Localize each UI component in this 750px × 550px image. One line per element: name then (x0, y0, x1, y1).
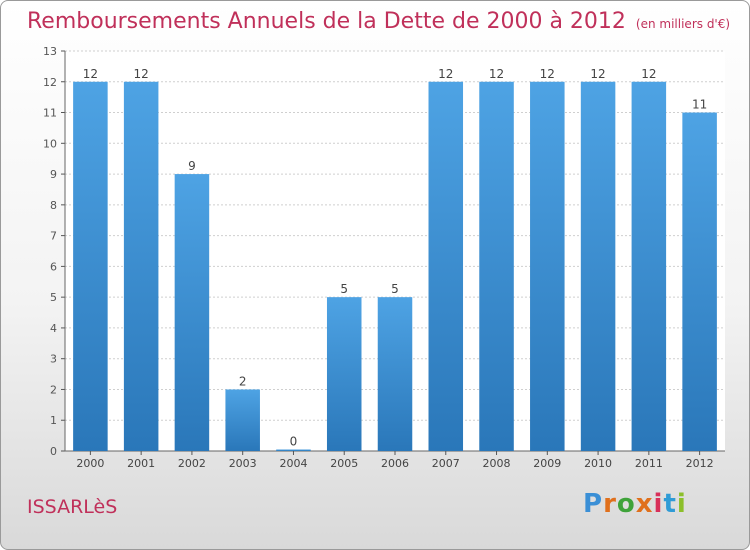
y-tick-label: 0 (50, 445, 57, 458)
x-tick-label: 2006 (381, 457, 409, 470)
proxiti-logo: Proxiti (583, 489, 687, 519)
data-label: 2 (239, 374, 247, 388)
data-label: 0 (290, 435, 298, 449)
chart-unit: (en milliers d'€) (635, 17, 731, 31)
commune-name: ISSARLèS (27, 496, 118, 518)
y-tick-label: 5 (50, 291, 57, 304)
y-tick-label: 3 (50, 353, 57, 366)
y-tick-label: 11 (43, 107, 57, 120)
bar (682, 112, 717, 452)
x-tick-label: 2011 (635, 457, 663, 470)
x-tick-label: 2007 (432, 457, 460, 470)
bar (326, 297, 362, 451)
bar (631, 81, 667, 452)
bar (479, 81, 514, 452)
x-tick-label: 2010 (584, 457, 612, 470)
y-tick-label: 8 (50, 199, 57, 212)
y-tick-label: 4 (50, 322, 57, 335)
logo-letter: i (676, 489, 687, 519)
y-tick-label: 6 (50, 260, 57, 273)
y-tick-label: 10 (43, 137, 57, 150)
bar (530, 81, 565, 452)
x-tick-label: 2003 (229, 457, 257, 470)
x-tick-label: 2000 (76, 457, 104, 470)
bar (428, 81, 464, 452)
x-tick-label: 2002 (178, 457, 206, 470)
bar (73, 81, 108, 452)
data-label: 12 (83, 67, 98, 81)
bar (276, 449, 311, 451)
bar (580, 81, 616, 452)
data-label: 12 (134, 67, 149, 81)
logo-letter: P (583, 489, 604, 519)
x-tick-label: 2004 (279, 457, 307, 470)
x-tick-label: 2005 (330, 457, 358, 470)
bar (225, 389, 260, 451)
data-label: 5 (340, 282, 348, 296)
bar (377, 297, 413, 451)
logo-letter: r (603, 489, 617, 519)
x-tick-label: 2009 (533, 457, 561, 470)
x-tick-label: 2001 (127, 457, 155, 470)
chart-title: Remboursements Annuels de la Dette de 20… (27, 9, 730, 34)
x-tick-label: 2012 (686, 457, 714, 470)
data-label: 12 (438, 67, 453, 81)
data-label: 12 (641, 67, 656, 81)
bar (174, 174, 210, 452)
logo-letter: i (653, 489, 664, 519)
data-label: 12 (540, 67, 555, 81)
data-label: 12 (590, 67, 605, 81)
data-label: 11 (692, 98, 707, 112)
logo-letter: t (663, 489, 677, 519)
y-tick-label: 9 (50, 168, 57, 181)
data-label: 5 (391, 282, 399, 296)
y-tick-label: 1 (50, 414, 57, 427)
y-tick-label: 2 (50, 383, 57, 396)
data-label: 9 (188, 159, 196, 173)
logo-letter: o (616, 489, 636, 519)
y-tick-label: 13 (43, 45, 57, 58)
y-tick-label: 12 (43, 76, 57, 89)
data-label: 12 (489, 67, 504, 81)
x-tick-label: 2008 (483, 457, 511, 470)
bar (123, 81, 159, 452)
y-tick-label: 7 (50, 230, 57, 243)
chart-title-text: Remboursements Annuels de la Dette de 20… (27, 9, 626, 34)
logo-letter: x (635, 489, 654, 519)
